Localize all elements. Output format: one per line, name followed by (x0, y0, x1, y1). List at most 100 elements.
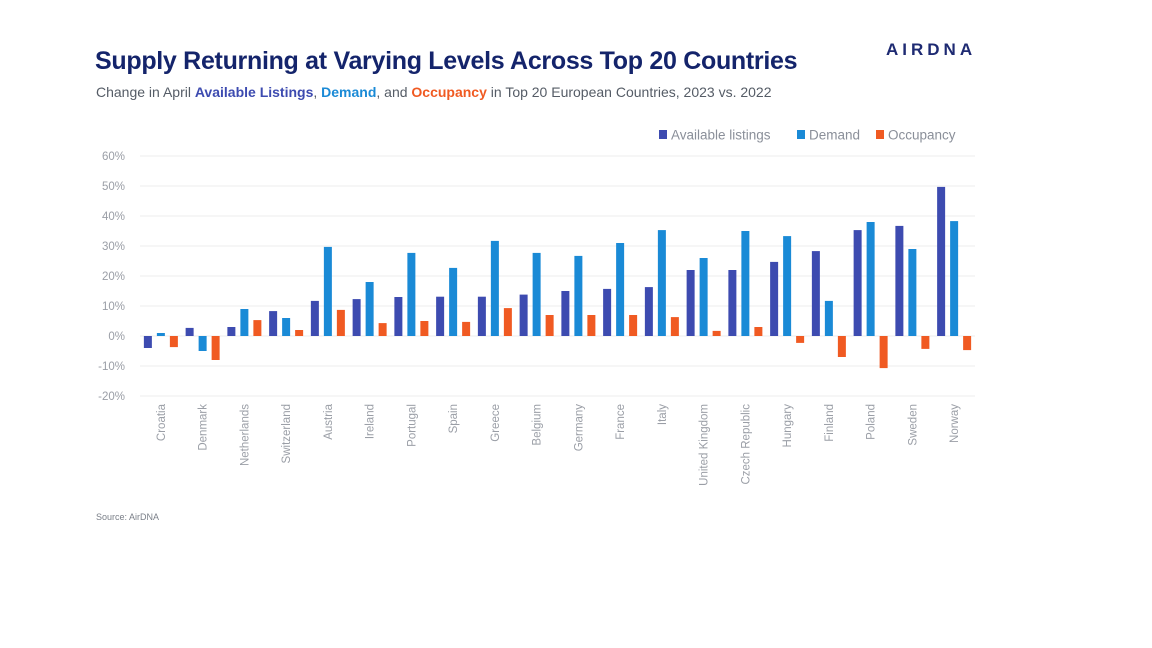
subtitle-prefix: Change in April (96, 84, 195, 100)
y-tick-label: 0% (108, 331, 125, 343)
bar-occupancy (295, 330, 304, 336)
y-tick-label: 20% (102, 271, 125, 283)
bar-available-listings (143, 336, 152, 348)
bar-available-listings (603, 288, 612, 336)
y-tick-label: 40% (102, 211, 125, 223)
x-tick-label: United Kingdom (699, 404, 711, 486)
bar-available-listings (227, 327, 236, 336)
x-tick-label: Norway (949, 404, 961, 443)
bar-occupancy (712, 330, 721, 336)
bar-occupancy (211, 336, 220, 360)
bar-occupancy (462, 321, 471, 336)
x-tick-label: Finland (824, 404, 836, 442)
bar-demand (616, 243, 625, 336)
bar-demand (741, 231, 750, 336)
x-tick-label: France (615, 404, 627, 440)
bar-available-listings (728, 270, 737, 336)
x-tick-label: Switzerland (281, 404, 293, 463)
bar-available-listings (477, 296, 486, 336)
bar-occupancy (420, 321, 429, 336)
x-axis-labels: Croatia Denmark Netherlands Switzerland Aust… (156, 403, 961, 485)
bar-demand (407, 252, 416, 336)
legend-swatch (876, 130, 884, 139)
x-tick-label: Czech Republic (740, 404, 752, 485)
bar-occupancy (837, 336, 846, 357)
bar-occupancy (503, 308, 512, 336)
bar-demand (866, 222, 875, 336)
bar-demand (365, 282, 374, 336)
bar-available-listings (853, 230, 862, 336)
bar-demand (574, 255, 583, 336)
y-tick-label: -10% (98, 361, 125, 373)
bar-occupancy (754, 327, 763, 336)
subtitle-occupancy: Occupancy (411, 84, 487, 100)
legend-swatch (659, 130, 667, 139)
bar-occupancy (670, 317, 679, 336)
bar-demand (950, 221, 959, 336)
bar-available-listings (269, 311, 278, 336)
bar-occupancy (921, 336, 930, 349)
bar-demand (449, 267, 458, 336)
legend: Available listings Demand Occupancy (659, 128, 956, 143)
bar-available-listings (352, 299, 361, 336)
bar-demand (783, 236, 792, 336)
bars (143, 186, 972, 369)
legend-label: Available listings (671, 128, 771, 143)
bar-occupancy (545, 315, 554, 336)
bar-occupancy (336, 309, 345, 336)
bar-available-listings (895, 225, 904, 336)
bar-available-listings (644, 287, 653, 336)
bar-available-listings (770, 261, 779, 336)
bar-occupancy (253, 320, 262, 336)
bar-occupancy (587, 315, 596, 336)
x-tick-label: Ireland (365, 404, 377, 439)
y-tick-label: 30% (102, 241, 125, 253)
bar-available-listings (310, 300, 319, 336)
bar-demand (490, 240, 499, 336)
x-tick-label: Netherlands (239, 404, 251, 466)
bar-occupancy (629, 315, 638, 336)
subtitle-demand: Demand (321, 84, 377, 100)
bar-demand (282, 318, 291, 336)
bar-available-listings (436, 296, 445, 336)
y-tick-label: -20% (98, 391, 125, 403)
x-tick-label: Spain (448, 404, 460, 433)
bar-available-listings (937, 186, 946, 336)
bar-demand (699, 258, 708, 336)
legend-label: Demand (809, 128, 860, 143)
x-tick-label: Belgium (532, 404, 544, 446)
bar-occupancy (879, 336, 888, 369)
subtitle-suffix: in Top 20 European Countries, 2023 vs. 2… (486, 84, 772, 100)
gridlines (140, 155, 975, 397)
x-tick-label: Portugal (406, 404, 418, 447)
subtitle-sep: , and (376, 84, 412, 100)
airdna-logo: AIRDNA (886, 40, 977, 59)
y-tick-label: 60% (102, 151, 125, 163)
x-tick-label: Austria (323, 403, 335, 439)
bar-occupancy (796, 336, 805, 343)
x-tick-label: Germany (573, 404, 585, 452)
bar-occupancy (378, 323, 387, 336)
bar-occupancy (169, 336, 178, 348)
bar-available-listings (394, 297, 403, 336)
y-axis-ticks: 60% 50% 40% 30% 20% 10% 0% -10% -20% (98, 151, 125, 403)
legend-label: Occupancy (888, 128, 956, 143)
bar-demand (824, 300, 833, 336)
subtitle-available-listings: Available Listings (194, 84, 314, 100)
bar-demand (908, 249, 917, 336)
chart-title: Supply Returning at Varying Levels Acros… (95, 47, 798, 75)
x-tick-label: Croatia (156, 403, 168, 441)
source-note: Source: AirDNA (96, 512, 160, 522)
bar-available-listings (519, 294, 528, 336)
subtitle-sep: , (313, 84, 322, 100)
bar-available-listings (185, 327, 194, 336)
x-tick-label: Poland (866, 404, 878, 440)
bar-demand (657, 230, 666, 336)
y-tick-label: 50% (102, 181, 125, 193)
bar-available-listings (811, 251, 820, 336)
bar-demand (240, 309, 249, 336)
bar-available-listings (561, 291, 570, 336)
x-tick-label: Greece (490, 404, 502, 442)
x-tick-label: Denmark (198, 404, 210, 451)
